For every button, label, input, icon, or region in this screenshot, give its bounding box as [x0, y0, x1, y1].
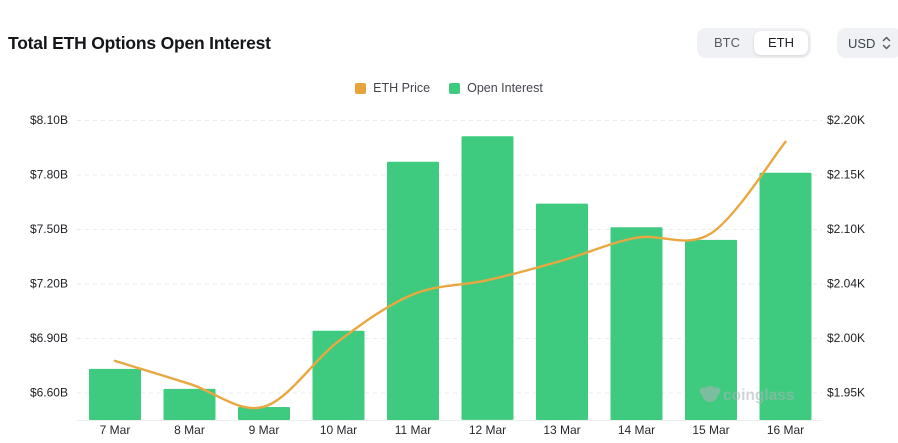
- coinglass-watermark-text: coinglass: [723, 387, 795, 404]
- left-axis-tick: $7.20B: [30, 277, 68, 291]
- left-axis-tick: $8.10B: [30, 113, 68, 127]
- legend-label: Open Interest: [467, 81, 543, 95]
- bar-8-mar[interactable]: [163, 388, 216, 420]
- coin-toggle: BTC ETH: [697, 28, 811, 58]
- open-interest-swatch-icon: [449, 82, 461, 94]
- x-axis-tick: 7 Mar: [100, 423, 131, 437]
- bar-15-mar[interactable]: [685, 239, 737, 420]
- coin-toggle-btc[interactable]: BTC: [714, 35, 740, 50]
- right-axis-tick: $2.04K: [827, 277, 865, 291]
- x-axis-tick: 10 Mar: [320, 423, 357, 437]
- left-axis-tick: $6.60B: [30, 386, 68, 400]
- coinglass-watermark: coinglass: [699, 386, 795, 404]
- bar-16-mar[interactable]: [759, 172, 812, 420]
- eth-price-swatch-icon: [355, 82, 367, 94]
- x-axis-tick: 13 Mar: [543, 423, 580, 437]
- x-axis-tick: 16 Mar: [767, 423, 804, 437]
- left-axis-tick: $7.80B: [30, 168, 68, 182]
- page-title: Total ETH Options Open Interest: [8, 33, 271, 53]
- x-axis-tick: 11 Mar: [395, 423, 431, 437]
- legend-item-open-interest[interactable]: Open Interest: [449, 81, 543, 95]
- left-axis-tick: $7.50B: [30, 222, 68, 236]
- bar-12-mar[interactable]: [461, 136, 514, 420]
- legend-label: ETH Price: [373, 81, 431, 95]
- currency-selector[interactable]: USD: [837, 28, 898, 58]
- bar-7-mar[interactable]: [89, 368, 141, 420]
- bar-11-mar[interactable]: [387, 161, 439, 421]
- bar-14-mar[interactable]: [610, 227, 663, 420]
- x-axis-tick: 12 Mar: [469, 423, 506, 437]
- right-axis-tick: $2.15K: [827, 168, 865, 182]
- eth-price-line[interactable]: [113, 140, 787, 410]
- x-axis-tick: 8 Mar: [174, 423, 205, 437]
- right-axis-tick: $2.10K: [827, 222, 865, 236]
- x-axis-tick: 9 Mar: [249, 423, 280, 437]
- chevron-up-down-icon: [883, 36, 891, 50]
- legend: ETH Price Open Interest: [0, 81, 898, 95]
- currency-selector-value: USD: [848, 35, 876, 51]
- x-axis-tick: 15 Mar: [692, 423, 729, 437]
- left-axis-tick: $6.90B: [30, 331, 68, 345]
- bar-13-mar[interactable]: [536, 203, 588, 420]
- coin-toggle-eth[interactable]: ETH: [754, 31, 808, 55]
- x-axis-tick: 14 Mar: [618, 423, 655, 437]
- coinglass-logo-icon: [702, 386, 718, 402]
- right-axis-tick: $1.95K: [827, 386, 865, 400]
- header-controls: BTC ETH USD: [697, 28, 898, 58]
- right-axis-tick: $2.00K: [827, 331, 865, 345]
- bar-9-mar[interactable]: [238, 407, 290, 420]
- right-axis-tick: $2.20K: [827, 113, 865, 127]
- bar-10-mar[interactable]: [312, 330, 365, 420]
- legend-item-eth-price[interactable]: ETH Price: [355, 81, 430, 95]
